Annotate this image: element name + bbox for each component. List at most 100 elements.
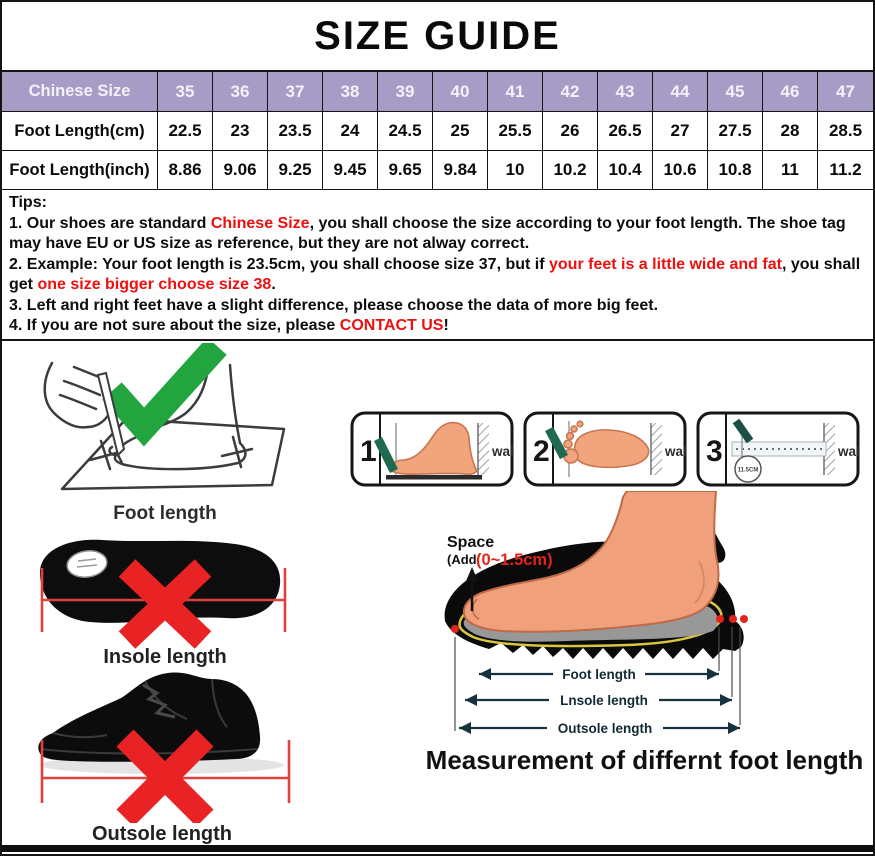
foot-length-label: Foot length [113, 503, 217, 524]
table-cell-cm: 25 [433, 112, 488, 151]
table-cell-inch: 9.84 [433, 151, 488, 190]
tip-text: 4. If you are not sure about the size, p… [9, 317, 340, 334]
hand-illustration [43, 361, 112, 429]
insole-brand-label [66, 550, 108, 578]
table-header-size: 47 [818, 72, 873, 112]
measure-steps: 1 wall 2 [350, 411, 860, 487]
foot-top-view [563, 420, 650, 469]
table-cell-inch: 9.06 [213, 151, 268, 190]
tip-item-1: 1. Our shoes are standard Chinese Size, … [9, 214, 866, 255]
table-header-size: 42 [543, 72, 598, 112]
tip-text: 3. Left and right feet have a slight dif… [9, 296, 659, 314]
table-cell-inch: 9.25 [268, 151, 323, 190]
foot-in-shoe-diagram: Space (Add (0~1.5cm) Foot length [444, 491, 748, 736]
table-header-size: 40 [433, 72, 488, 112]
green-pen-icon [732, 418, 754, 444]
tip-item-3: 3. Left and right feet have a slight dif… [9, 296, 866, 317]
bottom-black-bar [2, 845, 873, 852]
tip-text: 1. Our shoes are standard [9, 214, 211, 232]
range-label: (0~1.5cm) [476, 551, 553, 569]
tip-text: . [271, 276, 276, 293]
table-cell-cm: 22.5 [158, 112, 213, 151]
measure-step-panel-2: 2 wall [523, 411, 687, 487]
tip-text-red: Chinese Size [210, 214, 310, 232]
table-header-size: 43 [598, 72, 653, 112]
tip-text-red: your feet is a little wide and fat [549, 255, 782, 273]
foot-shape [462, 491, 720, 633]
table-cell-cm: 28.5 [818, 112, 873, 151]
table-cell-inch: 8.86 [158, 151, 213, 190]
table-cell-cm: 28 [763, 112, 818, 151]
table-cell-inch: 10.8 [708, 151, 763, 190]
illustrations-area: Foot length 1 wall 2 [2, 341, 873, 852]
table-cell-cm: 24 [323, 112, 378, 151]
measure-step-panel-3: 3 11.5CM wall [696, 411, 860, 487]
table-cell-cm: 23 [213, 112, 268, 151]
wall-label: wall [664, 444, 687, 459]
table-row-label-inch: Foot Length(inch) [2, 151, 158, 190]
outsole-length-label: Outsole length [92, 823, 232, 845]
floor-line [386, 475, 482, 480]
tip-text: , you shall choose the size according to… [9, 214, 846, 253]
wall-hatch [478, 423, 489, 475]
table-cell-inch: 10.6 [653, 151, 708, 190]
diagram-insole-length-label: Lnsole length [560, 693, 648, 708]
table-cell-inch: 10.4 [598, 151, 653, 190]
foot-side-view [390, 421, 478, 476]
tips-section: Tips: 1. Our shoes are standard Chinese … [2, 190, 873, 341]
insole-illustration [40, 539, 287, 649]
ruler-label: 11.5CM [738, 468, 759, 474]
diagram-caption: Measurement of differnt foot length [425, 745, 864, 775]
table-header-size: 41 [488, 72, 543, 112]
wall-label: wall [837, 444, 860, 459]
tip-text-red: CONTACT US [339, 317, 444, 334]
table-cell-inch: 11.2 [818, 151, 873, 190]
heel-shading [694, 560, 705, 604]
laces [142, 683, 176, 719]
page-title: SIZE GUIDE [314, 13, 561, 58]
table-cell-cm: 27 [653, 112, 708, 151]
table-cell-inch: 10.2 [543, 151, 598, 190]
add-label: (Add [447, 552, 477, 567]
tip-text: ! [443, 317, 449, 334]
tip-item-4: 4. If you are not sure about the size, p… [9, 316, 866, 337]
table-header-size: 37 [268, 72, 323, 112]
guide-lines [454, 627, 741, 731]
step-number: 1 [360, 435, 377, 468]
table-cell-cm: 26 [543, 112, 598, 151]
red-x-icon [118, 559, 212, 649]
pen-icon [96, 371, 126, 464]
ruler-callout-circle [734, 455, 762, 483]
tip-item-2: 2. Example: Your foot length is 23.5cm, … [9, 255, 866, 296]
table-cell-inch: 9.45 [323, 151, 378, 190]
table-header-size: 38 [323, 72, 378, 112]
green-pen-icon [545, 426, 568, 460]
up-arrow-icon [466, 567, 478, 611]
table-cell-cm: 25.5 [488, 112, 543, 151]
green-pen-icon [373, 436, 399, 474]
red-x-icon [116, 729, 214, 823]
table-cell-cm: 27.5 [708, 112, 763, 151]
table-cell-inch: 10 [488, 151, 543, 190]
wall-hatch [651, 423, 662, 475]
step-number: 2 [533, 435, 550, 468]
diagram-foot-length-label: Foot length [562, 667, 635, 682]
table-header-size: 44 [653, 72, 708, 112]
tips-heading: Tips: [9, 194, 47, 211]
measure-step-panel-1: 1 wall [350, 411, 514, 487]
table-header-size: 39 [378, 72, 433, 112]
cross-marks [88, 435, 254, 471]
size-table: Chinese Size 35 36 37 38 39 40 41 42 43 … [2, 70, 873, 190]
table-header-size: 46 [763, 72, 818, 112]
measure-dots [451, 615, 748, 633]
tip-text: , you shall get [9, 255, 861, 294]
table-cell-inch: 9.65 [378, 151, 433, 190]
diagram-outsole-length-label: Outsole length [558, 721, 653, 736]
tip-text-red: one size bigger choose size 38 [37, 276, 272, 293]
wall-label: wall [491, 444, 514, 459]
sneaker-illustration [38, 672, 291, 823]
tip-text: 2. Example: Your foot length is 23.5cm, … [9, 255, 549, 273]
table-header-size: 36 [213, 72, 268, 112]
insole-length-label: Insole length [103, 646, 227, 668]
space-label: Space [447, 534, 494, 551]
